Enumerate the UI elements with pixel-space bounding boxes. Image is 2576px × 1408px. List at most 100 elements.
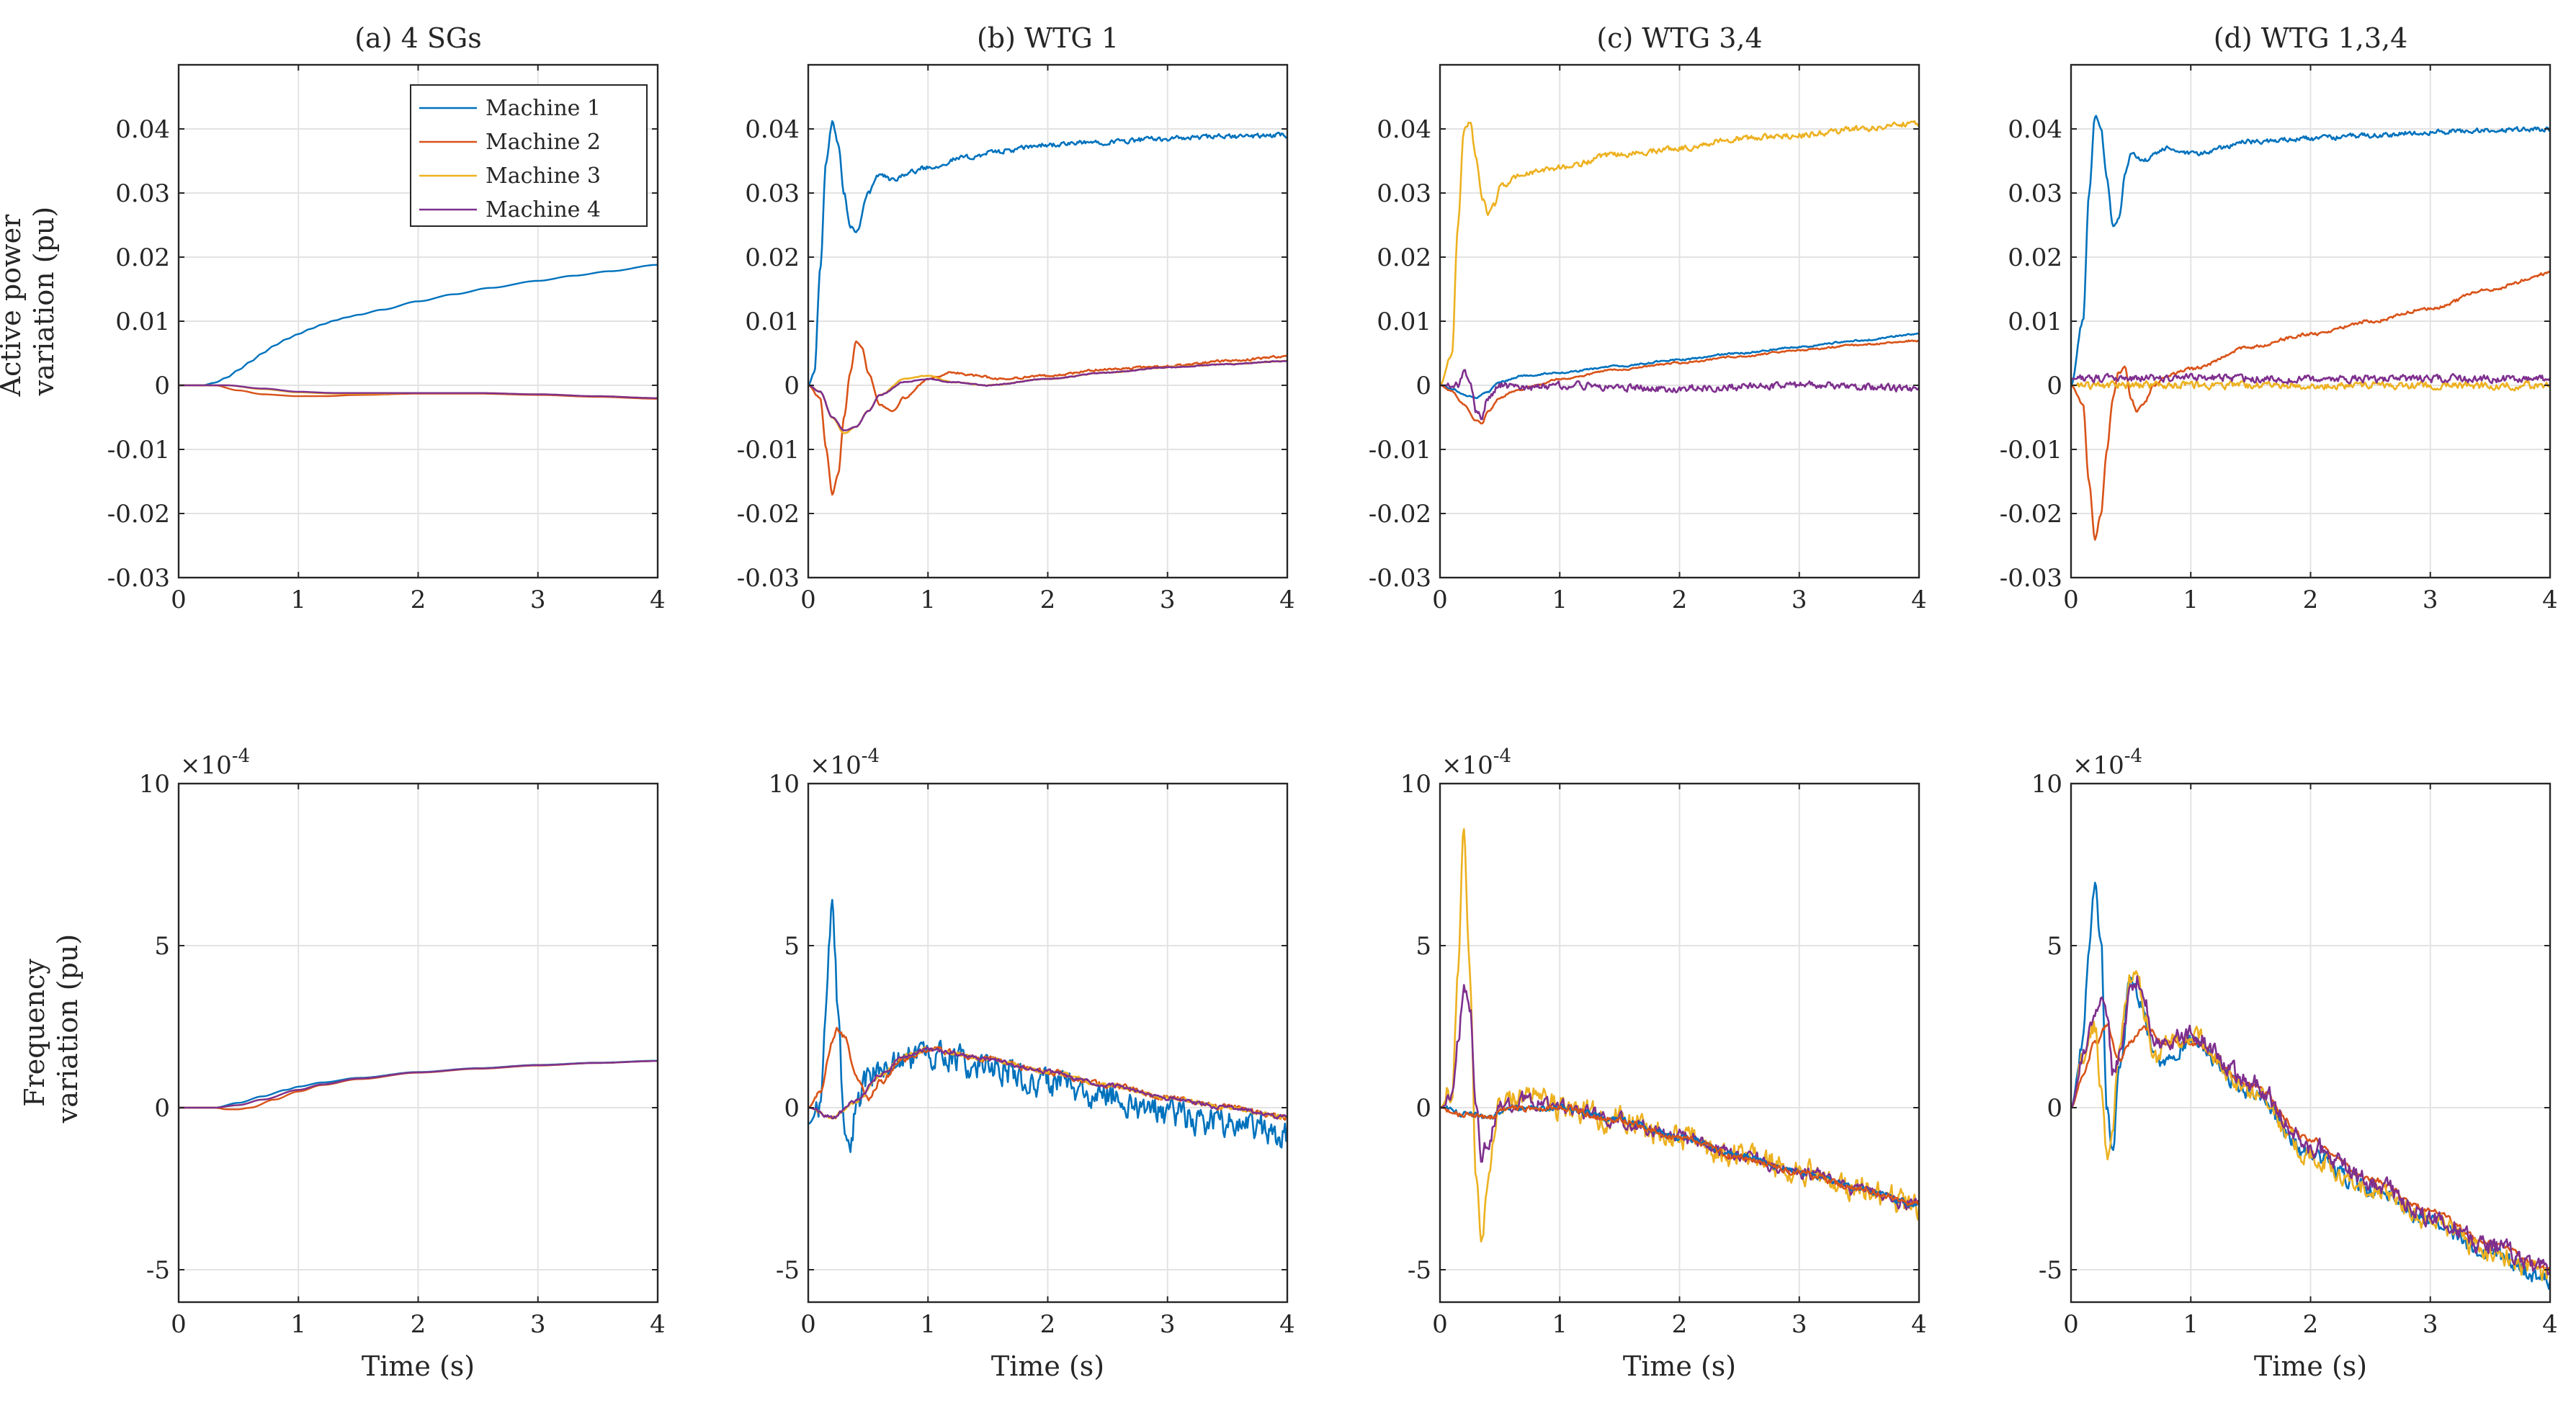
y-tick-label: 5 (1416, 932, 1431, 961)
top-row-ylabel-line1: Active power (0, 214, 27, 397)
x-tick-label: 3 (1792, 586, 1807, 614)
x-tick-label: 3 (2423, 586, 2438, 614)
panel-title: (d) WTG 1,3,4 (2214, 22, 2408, 54)
legend: Machine 1 Machine 2 Machine 3 Machine 4 (410, 84, 648, 227)
panel-title: (c) WTG 3,4 (1596, 22, 1762, 54)
panel-title: (b) WTG 1 (977, 22, 1119, 54)
y-tick-label: 0.01 (115, 308, 170, 336)
x-tick-label: 2 (1672, 586, 1688, 614)
y-tick-label: 5 (784, 932, 800, 961)
x-tick-label: 1 (2183, 1310, 2199, 1339)
y-tick-label: -0.02 (2000, 500, 2062, 529)
x-tick-label: 2 (411, 1310, 426, 1339)
y-tick-label: 10 (139, 770, 170, 799)
y-tick-label: 0 (154, 372, 170, 400)
x-tick-label: 0 (171, 586, 187, 614)
bottom-row-ylabel-line2: variation (pu) (52, 934, 84, 1124)
series-group (179, 1059, 658, 1111)
y-tick-label: 0.04 (2008, 115, 2062, 144)
scale-exponent: ×10-4 (810, 745, 880, 780)
x-tick-label: 4 (1279, 1310, 1295, 1339)
legend-label-2: Machine 2 (486, 130, 601, 155)
x-tick-label: 2 (2303, 586, 2319, 614)
series-line-machine-2 (808, 340, 1287, 496)
series-group (808, 120, 1287, 496)
series-line-machine-4 (179, 384, 658, 399)
series-line-machine-4 (2071, 372, 2550, 385)
y-tick-label: -0.02 (1369, 500, 1431, 529)
panel-title: (a) 4 SGs (354, 22, 482, 54)
y-tick-label: 10 (2031, 770, 2062, 799)
x-tick-label: 1 (290, 586, 306, 614)
x-tick-label: 3 (2423, 1310, 2438, 1339)
x-tick-label: 3 (530, 586, 546, 614)
top-row-ylabel: Active power variation (pu) (0, 206, 60, 398)
y-tick-label: -0.01 (2000, 436, 2062, 465)
x-tick-label: 2 (411, 586, 426, 614)
bottom-row-ylabel: Frequency variation (pu) (19, 934, 84, 1124)
x-tick-label: 0 (2063, 586, 2079, 614)
y-tick-label: 5 (2047, 932, 2062, 961)
y-tick-label: -5 (146, 1256, 170, 1285)
x-tick-label: 4 (2542, 1310, 2558, 1339)
y-tick-label: 0.01 (2008, 308, 2062, 336)
x-tick-label: 4 (1911, 586, 1927, 614)
series-line-machine-2 (2071, 271, 2550, 541)
y-tick-label: -0.03 (737, 564, 800, 593)
scale-exponent: ×10-4 (1441, 745, 1511, 780)
y-tick-label: -0.01 (737, 436, 800, 465)
x-tick-label: 0 (1432, 1310, 1448, 1339)
y-tick-label: 0.03 (2008, 179, 2062, 208)
x-tick-label: 1 (920, 586, 936, 614)
x-axis-label: Time (s) (1623, 1350, 1736, 1382)
x-axis-label: Time (s) (362, 1350, 475, 1382)
x-tick-label: 1 (290, 1310, 306, 1339)
x-tick-label: 1 (1552, 1310, 1567, 1339)
y-tick-label: 0.02 (1377, 243, 1431, 272)
panels: 0 1 2 3 4 -0.03 -0.02 -0.01 0 0.01 0.02 0.03 0.04 (a)… (107, 22, 2558, 1382)
y-tick-label: 0 (784, 1094, 800, 1123)
series-group (2071, 882, 2550, 1290)
y-tick-label: 0.04 (115, 115, 170, 144)
y-tick-label: 0.03 (115, 179, 170, 208)
series-line-machine-1 (2071, 115, 2550, 386)
y-tick-label: 0.03 (745, 179, 800, 208)
x-tick-label: 0 (171, 1310, 187, 1339)
x-tick-label: 4 (2542, 586, 2558, 614)
x-tick-label: 4 (650, 1310, 666, 1339)
y-tick-label: 5 (154, 932, 170, 961)
legend-label-3: Machine 3 (486, 163, 601, 189)
series-group (808, 899, 1287, 1153)
x-tick-label: 3 (1160, 1310, 1176, 1339)
y-tick-label: -0.03 (2000, 564, 2062, 593)
y-tick-label: 0 (784, 372, 800, 400)
series-line-machine-3 (2071, 970, 2550, 1281)
x-tick-label: 0 (800, 586, 816, 614)
y-tick-label: 0 (2047, 372, 2062, 400)
y-tick-label: 0.04 (745, 115, 800, 144)
panel-p-c: 0 1 2 3 4 -0.03 -0.02 -0.01 0 0.01 0.02 0.03 0.04 (c)… (1369, 22, 1927, 614)
y-tick-label: 0 (1416, 372, 1431, 400)
panel-p-d: 0 1 2 3 4 -0.03 -0.02 -0.01 0 0.01 0.02 0.03 0.04 (d)… (2000, 22, 2558, 614)
scale-exponent: ×10-4 (180, 745, 250, 780)
y-tick-label: -5 (2039, 1256, 2062, 1285)
panel-p-a: 0 1 2 3 4 -0.03 -0.02 -0.01 0 0.01 0.02 0.03 0.04 (a)… (107, 22, 666, 614)
x-tick-label: 1 (2183, 586, 2199, 614)
x-tick-label: 3 (1792, 1310, 1807, 1339)
x-tick-label: 2 (2303, 1310, 2319, 1339)
series-line-machine-1 (808, 120, 1287, 386)
x-tick-label: 0 (800, 1310, 816, 1339)
x-tick-label: 3 (1160, 586, 1176, 614)
series-line-machine-2 (1440, 339, 1919, 425)
y-tick-label: -5 (776, 1256, 800, 1285)
y-tick-label: 0.02 (2008, 243, 2062, 272)
y-tick-label: -0.02 (737, 500, 800, 529)
y-tick-label: 10 (769, 770, 800, 799)
series-group (1440, 120, 1919, 425)
y-tick-label: 0 (154, 1094, 170, 1123)
scale-exponent: ×10-4 (2072, 745, 2142, 780)
y-tick-label: -5 (1408, 1256, 1431, 1285)
